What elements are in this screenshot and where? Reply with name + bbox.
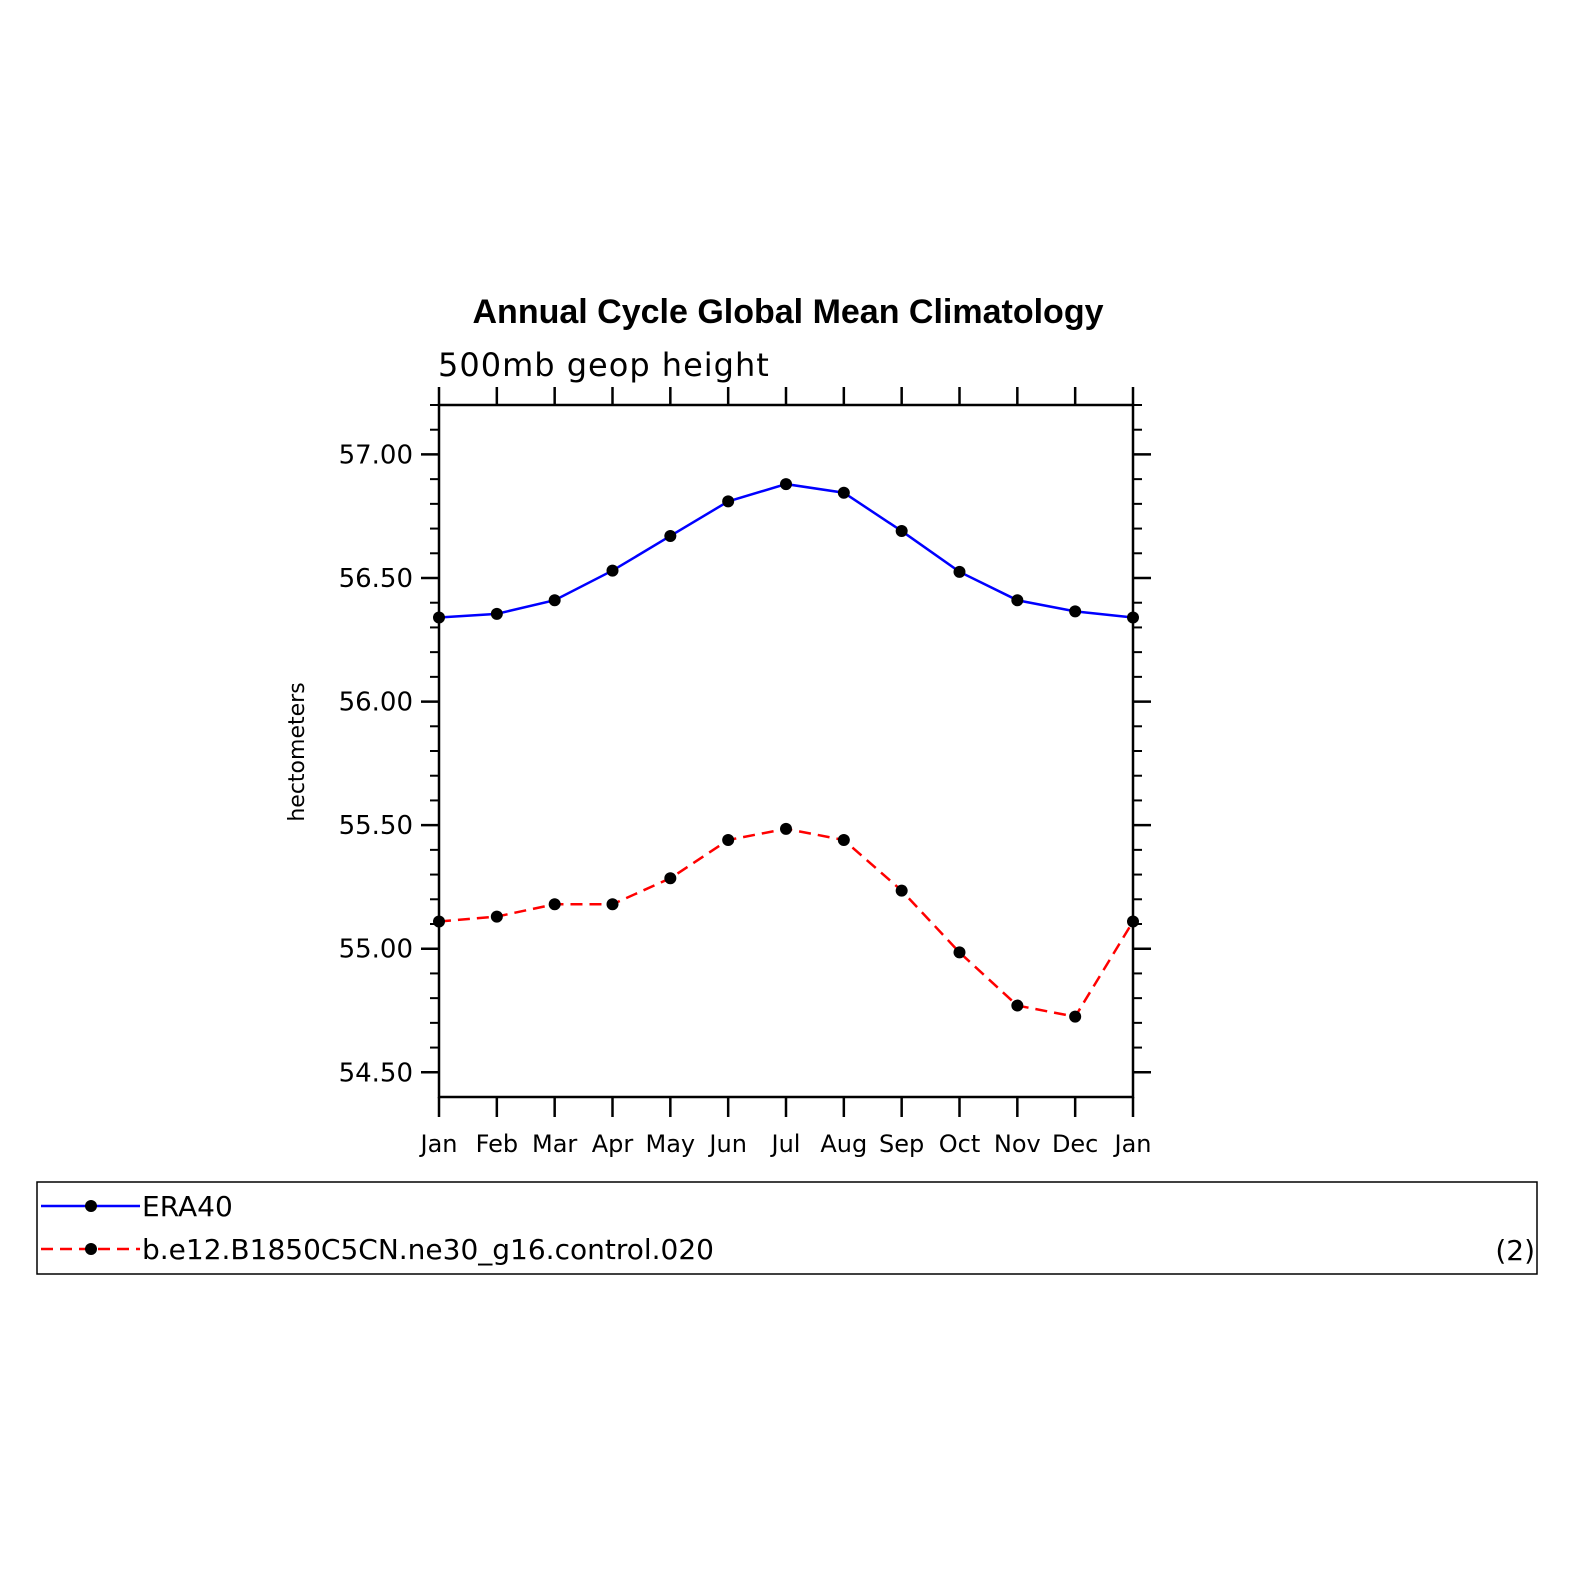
- legend: ERA40 b.e12.B1850C5CN.ne30_g16.control.02…: [41, 1190, 714, 1266]
- y-tick-label: 56.00: [339, 688, 413, 718]
- series-2-point: [722, 833, 735, 846]
- series-1-point: [490, 607, 503, 620]
- legend-box: [36, 1181, 1538, 1275]
- series-2-point: [895, 884, 908, 897]
- series-2-point: [433, 915, 445, 928]
- axis-ticks: 54.50 55.00 55.50 56.00 56.50 57.00 Jan Feb Mar A…: [339, 387, 1152, 1158]
- x-tick-label: Nov: [994, 1130, 1041, 1158]
- x-tick-label: May: [646, 1130, 696, 1158]
- x-tick-label: Sep: [879, 1130, 924, 1158]
- x-tick-label: Apr: [592, 1130, 634, 1158]
- series-1-point: [895, 525, 908, 538]
- x-tick-label: Feb: [476, 1130, 519, 1158]
- series-1-point: [1127, 611, 1139, 624]
- chart-title: Annual Cycle Global Mean Climatology: [473, 293, 1104, 331]
- series-1-point: [780, 478, 792, 491]
- x-tick-label: Dec: [1052, 1130, 1098, 1158]
- series-2-point: [953, 946, 966, 959]
- series-1-point: [1011, 594, 1024, 607]
- series-2-point: [1011, 999, 1024, 1012]
- x-tick-label: Jan: [419, 1130, 458, 1158]
- series-2-point: [1069, 1010, 1082, 1023]
- plot-frame: [437, 403, 1135, 1099]
- series-2-point: [606, 898, 619, 911]
- series-2-point: [780, 822, 792, 835]
- series-2-point: [1127, 915, 1139, 928]
- series-2-point: [664, 872, 677, 885]
- y-tick-label: 55.00: [339, 935, 413, 965]
- series-2-point: [490, 910, 503, 923]
- series-1-point: [837, 486, 850, 499]
- y-tick-label: 54.50: [339, 1058, 413, 1088]
- x-tick-label: Aug: [820, 1130, 867, 1158]
- x-tick-label: Oct: [939, 1130, 981, 1158]
- x-tick-label: Jan: [1113, 1130, 1152, 1158]
- series-1-point: [953, 565, 966, 578]
- series-1-point: [433, 611, 445, 624]
- y-tick-label: 55.50: [339, 811, 413, 841]
- x-tick-label: Mar: [532, 1130, 577, 1158]
- chart-subtitle: 500mb geop height: [438, 346, 770, 384]
- series-line-2: [438, 827, 1135, 1019]
- series-line-1: [438, 482, 1134, 619]
- legend-marker-1: [85, 1200, 97, 1212]
- series-1-point: [664, 529, 677, 542]
- series-1-point: [722, 495, 735, 508]
- series-2-point: [548, 898, 561, 911]
- legend-note: (2): [1495, 1234, 1535, 1267]
- legend-marker-2: [85, 1243, 97, 1255]
- y-tick-label: 56.50: [339, 564, 413, 594]
- series-2-point: [837, 833, 850, 846]
- y-axis-label: hectometers: [285, 682, 310, 821]
- x-tick-label: Jun: [707, 1130, 747, 1158]
- x-tick-label: Jul: [770, 1130, 801, 1158]
- series-1-point: [1069, 605, 1082, 618]
- y-tick-label: 57.00: [339, 440, 413, 470]
- series-layer: [433, 478, 1139, 1023]
- series-1-point: [606, 564, 619, 577]
- series-1-point: [548, 594, 561, 607]
- legend-label-1: ERA40: [142, 1190, 233, 1223]
- legend-label-2: b.e12.B1850C5CN.ne30_g16.control.020: [142, 1233, 714, 1266]
